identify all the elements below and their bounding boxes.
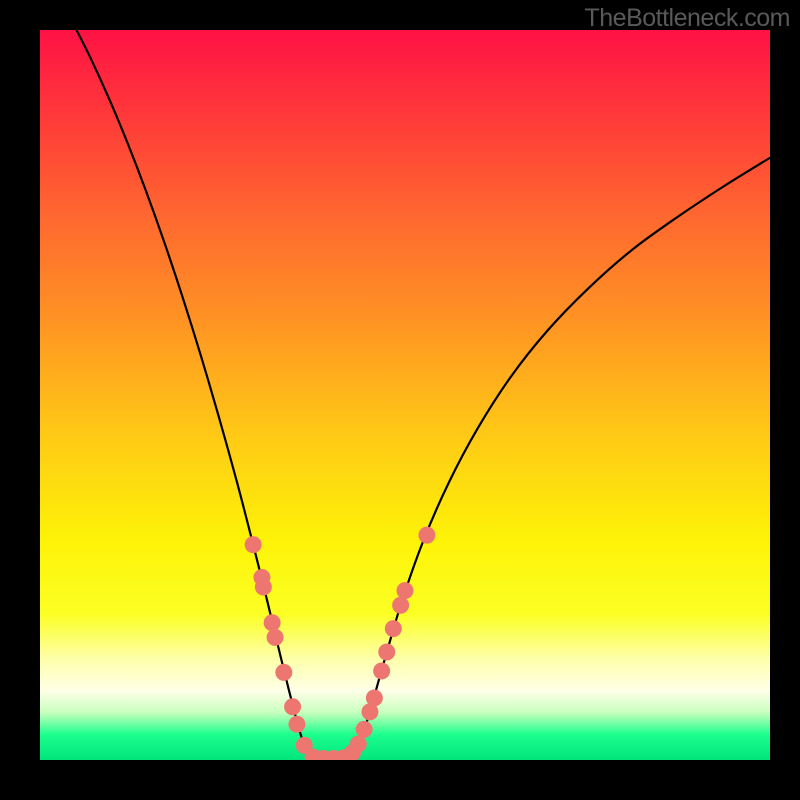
marker-point: [255, 578, 272, 595]
attribution-text: TheBottleneck.com: [585, 4, 791, 33]
marker-point: [418, 527, 435, 544]
marker-point: [373, 662, 390, 679]
marker-point: [378, 643, 395, 660]
chart-container: TheBottleneck.com: [0, 0, 800, 800]
marker-point: [245, 536, 262, 553]
marker-point: [275, 664, 292, 681]
marker-point: [284, 698, 301, 715]
marker-point: [392, 597, 409, 614]
marker-point: [397, 582, 414, 599]
plot-background: [40, 30, 770, 760]
marker-point: [267, 629, 284, 646]
marker-point: [350, 735, 367, 752]
marker-point: [366, 689, 383, 706]
marker-point: [385, 620, 402, 637]
marker-point: [288, 716, 305, 733]
marker-point: [356, 721, 373, 738]
bottleneck-chart: [0, 0, 800, 800]
marker-point: [264, 614, 281, 631]
